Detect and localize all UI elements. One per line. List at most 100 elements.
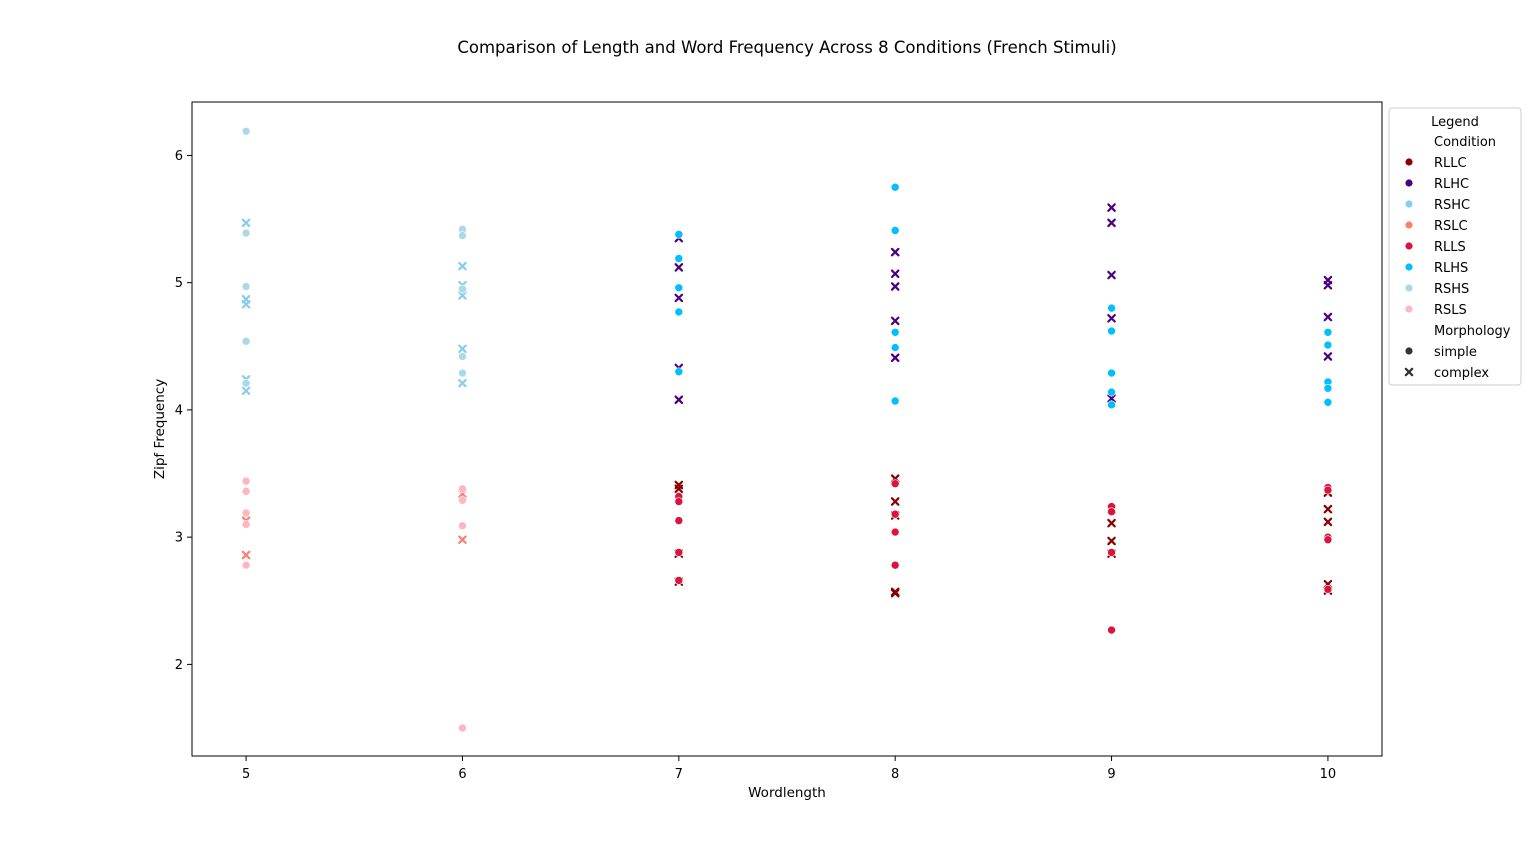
x-tick-label: 10 <box>1320 767 1337 782</box>
data-point <box>1323 340 1333 350</box>
data-point <box>674 497 684 506</box>
legend-title: Legend <box>1431 115 1479 130</box>
data-point <box>1323 485 1333 495</box>
legend-style-title: Morphology <box>1434 324 1511 339</box>
y-tick-label: 5 <box>175 276 183 291</box>
data-point <box>890 282 900 291</box>
chart-title: Comparison of Length and Word Frequency … <box>457 38 1116 57</box>
y-tick-label: 2 <box>175 658 183 673</box>
data-point <box>458 368 467 378</box>
series-rshs <box>241 126 467 388</box>
legend-marker <box>1405 158 1413 166</box>
data-point <box>1323 517 1333 527</box>
legend-label-complex: complex <box>1434 366 1489 381</box>
data-point <box>674 263 684 272</box>
data-point <box>1323 535 1333 544</box>
data-point <box>674 548 684 557</box>
y-tick-label: 3 <box>175 531 183 546</box>
data-point <box>458 723 467 733</box>
data-point <box>1107 625 1116 635</box>
data-point <box>1107 518 1116 528</box>
legend-marker <box>1405 221 1413 229</box>
x-tick-label: 9 <box>1107 767 1115 782</box>
data-point <box>1107 507 1116 517</box>
series-rlls <box>674 479 1333 635</box>
data-point <box>1323 397 1333 407</box>
data-point <box>241 508 251 518</box>
data-point <box>890 527 900 537</box>
data-point <box>241 550 251 560</box>
data-point <box>1323 327 1333 337</box>
data-point <box>674 516 684 525</box>
y-tick-label: 6 <box>175 149 183 164</box>
data-point <box>1107 387 1116 397</box>
data-point <box>458 352 467 361</box>
data-point <box>241 336 251 346</box>
data-point <box>890 509 900 519</box>
data-point <box>674 307 684 317</box>
data-point <box>890 247 900 257</box>
data-point <box>458 484 467 494</box>
data-point <box>1107 400 1116 410</box>
x-tick-label: 6 <box>458 767 466 782</box>
legend-label-simple: simple <box>1434 345 1477 360</box>
legend-items: Condition RLLC RLHC RSHC RSLC RLLS RLHS RSHS RSL… <box>1404 135 1511 381</box>
plot-frame <box>191 101 1383 757</box>
legend-box <box>1388 107 1522 386</box>
data-point <box>1107 548 1116 557</box>
data-point <box>458 291 467 300</box>
data-point <box>1323 585 1333 594</box>
data-point <box>241 520 251 529</box>
data-point <box>458 378 467 388</box>
x-tick-label: 7 <box>675 767 683 782</box>
data-point <box>241 386 251 396</box>
data-point <box>458 261 467 271</box>
y-axis-label: Zipf Frequency <box>152 379 168 479</box>
legend-label-rlhc: RLHC <box>1434 177 1469 192</box>
data-point <box>1107 270 1116 280</box>
legend-label-rlhs: RLHS <box>1434 261 1468 276</box>
data-point <box>458 535 467 544</box>
data-point <box>458 231 467 240</box>
data-point <box>674 576 684 585</box>
data-points <box>241 126 1333 733</box>
x-axis: 5 6 7 8 9 10 <box>242 756 1336 782</box>
data-point <box>890 226 900 235</box>
data-point <box>241 126 251 136</box>
legend-label-rshs: RSHS <box>1434 282 1469 297</box>
data-point <box>674 254 684 263</box>
legend-marker <box>1405 347 1413 355</box>
series-rlhs <box>674 182 1333 410</box>
legend-marker <box>1405 200 1413 208</box>
data-point <box>890 182 900 192</box>
data-point <box>890 560 900 570</box>
y-tick-label: 4 <box>175 403 183 418</box>
data-point <box>1107 203 1116 212</box>
data-point <box>1323 383 1333 393</box>
data-point <box>458 344 467 354</box>
x-tick-label: 5 <box>242 767 250 782</box>
data-point <box>890 497 900 506</box>
legend-label-rllc: RLLC <box>1434 156 1467 171</box>
legend-marker <box>1405 305 1413 313</box>
data-point <box>241 218 251 228</box>
data-point <box>890 396 900 406</box>
legend-label-rlls: RLLS <box>1434 240 1466 255</box>
data-point <box>241 487 251 496</box>
data-point <box>241 476 251 486</box>
data-point <box>241 378 251 388</box>
data-point <box>890 316 900 326</box>
data-point <box>1323 504 1333 514</box>
data-point <box>674 283 684 293</box>
x-axis-label: Wordlength <box>748 785 826 801</box>
data-point <box>674 293 684 303</box>
legend-label-rslc: RSLC <box>1434 219 1468 234</box>
legend-label-rsls: RSLS <box>1434 303 1467 318</box>
data-point <box>1107 536 1116 546</box>
legend-marker <box>1405 284 1413 292</box>
data-point <box>1323 312 1333 322</box>
data-point <box>890 353 900 363</box>
data-point <box>241 228 251 238</box>
series-rsls <box>241 476 467 733</box>
